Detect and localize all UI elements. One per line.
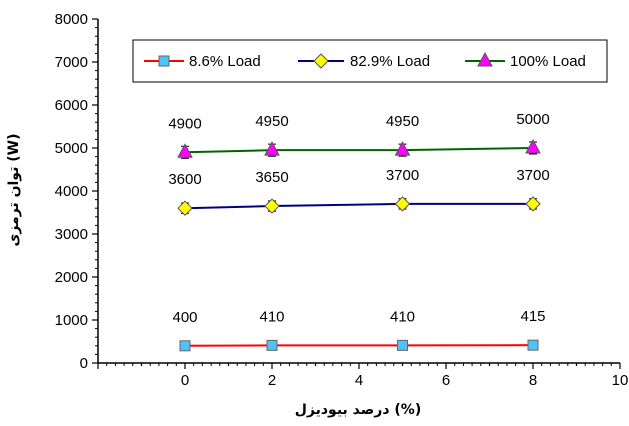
data-point: [177, 143, 193, 158]
data-label: 410: [259, 308, 284, 325]
x-tick-label: 4: [355, 372, 363, 389]
data-point: [266, 339, 278, 351]
data-label: 3600: [168, 171, 201, 188]
series-line: [184, 147, 534, 154]
legend-entry: 8.6% Load: [144, 53, 261, 70]
series-line: [184, 202, 533, 210]
x-tick-label: 6: [442, 372, 450, 389]
legend-entry: 82.9% Load: [298, 53, 430, 70]
data-point: [264, 198, 280, 214]
y-tick-label: 3000: [55, 226, 88, 243]
data-point: [397, 339, 408, 351]
legend-label: 82.9% Load: [350, 53, 430, 70]
y-tick-label: 7000: [55, 54, 88, 71]
legend-box: [132, 39, 608, 83]
data-point: [177, 200, 193, 216]
data-label: 5000: [516, 111, 549, 128]
data-label: 415: [520, 308, 545, 325]
data-point: [179, 340, 191, 352]
y-tick-label: 5000: [55, 140, 88, 157]
x-tick-label: 10: [612, 372, 629, 389]
data-label: 3700: [516, 167, 549, 184]
axes: 0 1000 2000 3000 4000 5000 6000 7000 8000 0 2 4 6 8 10: [55, 11, 629, 389]
data-label: 4950: [386, 113, 419, 130]
data-point: [525, 138, 541, 154]
legend-label: 8.6% Load: [189, 53, 261, 70]
x-tick-label: 8: [529, 372, 537, 389]
data-label: 400: [172, 309, 197, 326]
data-point: [527, 339, 539, 351]
legend: 8.6% Load 82.9% Load 100% Load: [132, 39, 608, 83]
y-tick-label: 2000: [55, 269, 88, 286]
data-label: 4950: [255, 113, 288, 130]
y-tick-label: 8000: [55, 11, 88, 28]
data-point: [394, 141, 411, 156]
series-line: [184, 344, 534, 347]
y-tick-label: 6000: [55, 97, 88, 114]
x-tick-label: 0: [181, 372, 189, 389]
y-axis-title: توان ترمزی (W): [6, 134, 22, 247]
y-tick-label: 1000: [55, 312, 88, 329]
data-point: [394, 196, 411, 212]
data-label: 410: [390, 308, 415, 325]
data-point: [313, 53, 329, 69]
legend-label: 100% Load: [510, 53, 586, 70]
y-tick-label: 0: [80, 355, 88, 372]
data-point: [264, 141, 280, 156]
legend-entry: 100% Load: [465, 51, 586, 70]
y-tick-label: 4000: [55, 183, 88, 200]
series-82-9-load: 3600 3650 3700 3700: [168, 167, 550, 216]
series-100-load: 4900 4950 4950 5000: [168, 111, 550, 159]
series-8-6-load: 400 410 410 415: [172, 308, 546, 352]
data-label: 3700: [386, 167, 419, 184]
data-point: [477, 51, 493, 67]
series-layer: 400 410 410 415 3600 3650 3700 3700 4900 4950 4950…: [168, 111, 550, 352]
data-label: 4900: [168, 115, 201, 132]
data-label: 3650: [255, 169, 288, 186]
x-axis-title: درصد بیودیزل (%): [295, 402, 421, 418]
data-point: [158, 55, 170, 67]
x-tick-label: 2: [268, 372, 276, 389]
data-point: [525, 196, 541, 212]
